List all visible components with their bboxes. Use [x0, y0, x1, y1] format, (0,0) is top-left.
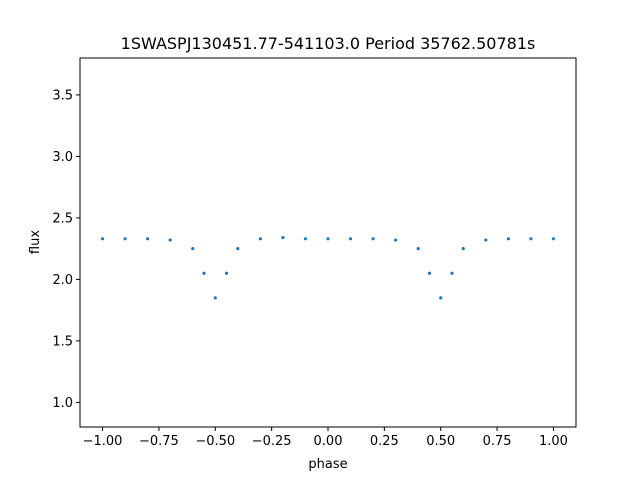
x-tick-label: −0.25 [252, 434, 292, 449]
x-tick-label: 0.75 [483, 434, 512, 449]
data-point [348, 237, 353, 241]
data-point [439, 296, 443, 300]
data-point [224, 271, 229, 275]
x-tick-label: −0.75 [139, 434, 179, 449]
data-point [258, 237, 262, 241]
data-point [202, 271, 206, 275]
y-tick-label: 3.5 [52, 88, 73, 103]
data-point [450, 271, 454, 275]
y-tick-label: 2.5 [52, 211, 73, 226]
y-tick-label: 1.0 [52, 396, 73, 411]
data-point [394, 238, 398, 242]
data-point [100, 237, 105, 241]
data-point [551, 237, 556, 241]
data-point [146, 237, 150, 241]
data-point [303, 237, 308, 241]
data-point [416, 247, 420, 251]
chart-title: 1SWASPJ130451.77-541103.0 Period 35762.5… [121, 34, 536, 53]
data-point [484, 238, 488, 242]
data-point [168, 238, 172, 242]
data-point [326, 237, 330, 241]
data-point [191, 247, 195, 251]
x-tick-label: 1.00 [539, 434, 568, 449]
y-tick-label: 2.0 [52, 273, 73, 288]
x-tick-label: −1.00 [83, 434, 123, 449]
y-tick-label: 1.5 [52, 334, 73, 349]
data-point [213, 296, 217, 300]
data-point [236, 247, 240, 251]
x-axis-label: phase [308, 457, 347, 472]
data-point [461, 247, 465, 251]
y-axis: 1.0 1.5 2.0 2.5 3.0 3.5 [52, 88, 80, 411]
data-point [427, 271, 432, 275]
data-point [529, 237, 533, 241]
y-axis-label: flux [28, 230, 43, 254]
data-point [123, 237, 127, 241]
y-tick-label: 3.0 [52, 150, 73, 165]
data-point [371, 237, 375, 241]
x-axis: −1.00 −0.75 −0.50 −0.25 0.00 0.25 0.50 0.75 1.00 [83, 427, 568, 449]
scatter-points [100, 235, 556, 300]
x-tick-label: 0.00 [314, 434, 343, 449]
data-point [281, 235, 285, 240]
data-point [506, 237, 510, 241]
x-tick-label: 0.50 [426, 434, 455, 449]
x-tick-label: 0.25 [370, 434, 399, 449]
x-tick-label: −0.50 [195, 434, 235, 449]
